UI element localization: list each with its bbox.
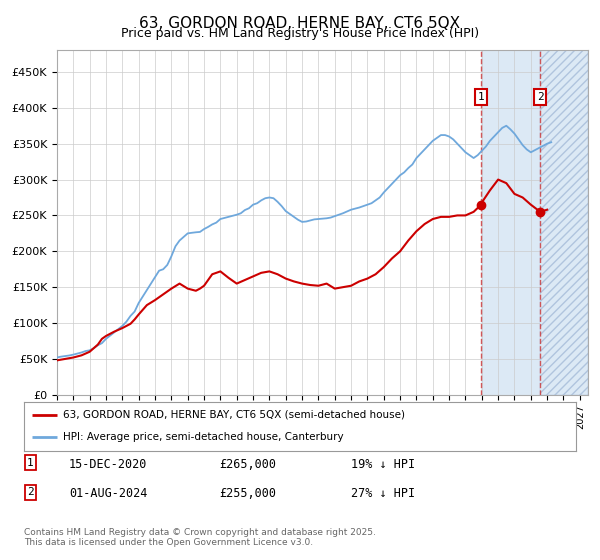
Text: Price paid vs. HM Land Registry's House Price Index (HPI): Price paid vs. HM Land Registry's House …	[121, 27, 479, 40]
Text: 19% ↓ HPI: 19% ↓ HPI	[351, 458, 415, 470]
Text: 01-AUG-2024: 01-AUG-2024	[69, 487, 148, 500]
Text: 2: 2	[537, 92, 544, 102]
Bar	[481, 50, 588, 395]
Text: 63, GORDON ROAD, HERNE BAY, CT6 5QX (semi-detached house): 63, GORDON ROAD, HERNE BAY, CT6 5QX (sem…	[62, 410, 404, 420]
Text: 1: 1	[27, 458, 34, 468]
Text: 27% ↓ HPI: 27% ↓ HPI	[351, 487, 415, 500]
Text: Contains HM Land Registry data © Crown copyright and database right 2025.
This d: Contains HM Land Registry data © Crown c…	[24, 528, 376, 547]
Bar	[540, 50, 588, 395]
Text: 1: 1	[478, 92, 485, 102]
Text: 63, GORDON ROAD, HERNE BAY, CT6 5QX: 63, GORDON ROAD, HERNE BAY, CT6 5QX	[139, 16, 461, 31]
Text: HPI: Average price, semi-detached house, Canterbury: HPI: Average price, semi-detached house,…	[62, 432, 343, 442]
Text: 2: 2	[27, 487, 34, 497]
Text: £255,000: £255,000	[219, 487, 276, 500]
Text: £265,000: £265,000	[219, 458, 276, 470]
Text: 15-DEC-2020: 15-DEC-2020	[69, 458, 148, 470]
